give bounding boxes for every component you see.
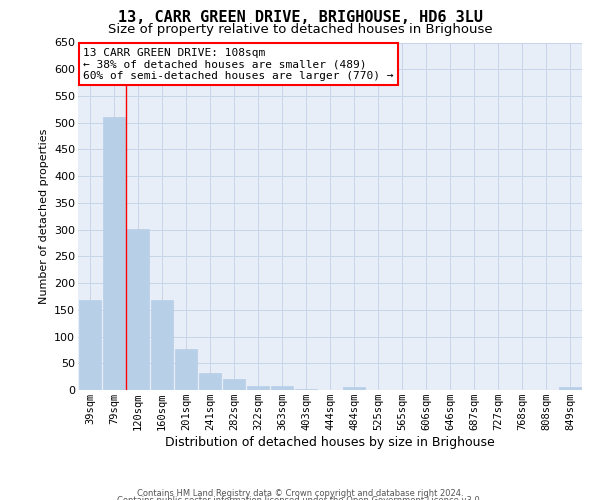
- Y-axis label: Number of detached properties: Number of detached properties: [38, 128, 49, 304]
- Bar: [199, 374, 221, 390]
- Bar: [79, 300, 101, 390]
- Text: Contains public sector information licensed under the Open Government Licence v3: Contains public sector information licen…: [118, 496, 482, 500]
- Bar: [223, 380, 245, 390]
- Text: 13 CARR GREEN DRIVE: 108sqm
← 38% of detached houses are smaller (489)
60% of se: 13 CARR GREEN DRIVE: 108sqm ← 38% of det…: [83, 48, 394, 81]
- Text: Size of property relative to detached houses in Brighouse: Size of property relative to detached ho…: [107, 22, 493, 36]
- Bar: [247, 386, 269, 390]
- Bar: [175, 350, 197, 390]
- Bar: [343, 388, 365, 390]
- Text: 13, CARR GREEN DRIVE, BRIGHOUSE, HD6 3LU: 13, CARR GREEN DRIVE, BRIGHOUSE, HD6 3LU: [118, 10, 482, 25]
- X-axis label: Distribution of detached houses by size in Brighouse: Distribution of detached houses by size …: [165, 436, 495, 449]
- Bar: [151, 300, 173, 390]
- Text: Contains HM Land Registry data © Crown copyright and database right 2024.: Contains HM Land Registry data © Crown c…: [137, 489, 463, 498]
- Bar: [103, 118, 125, 390]
- Bar: [127, 228, 149, 390]
- Bar: [559, 388, 581, 390]
- Bar: [295, 389, 317, 390]
- Bar: [271, 386, 293, 390]
